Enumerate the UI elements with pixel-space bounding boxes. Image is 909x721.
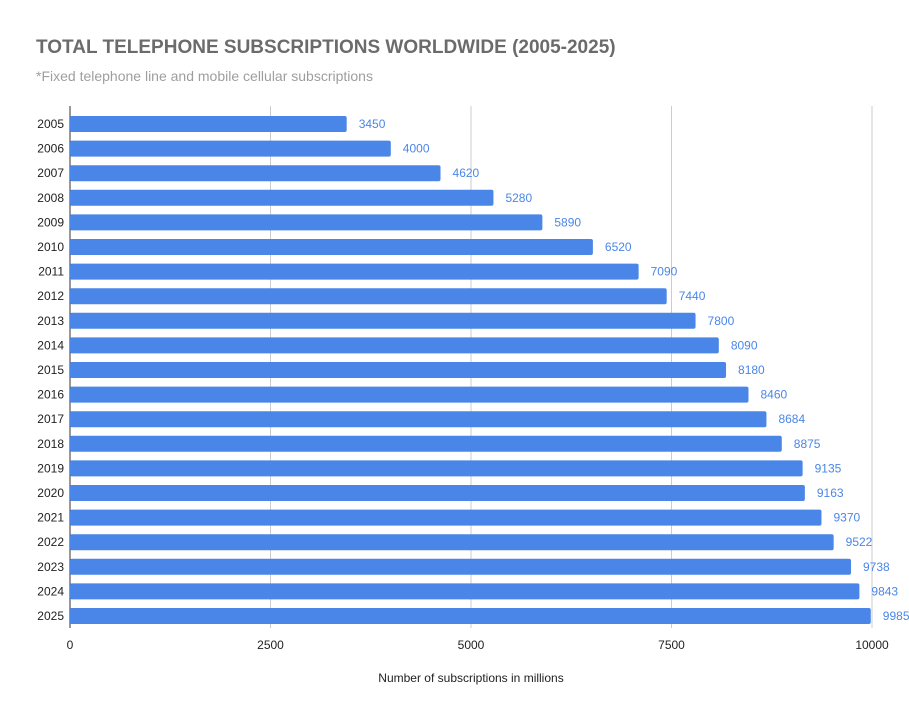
bar [70,583,860,600]
bar [70,485,805,501]
value-label: 6520 [605,240,632,254]
value-label: 9522 [846,535,873,549]
bar [70,558,851,575]
bar [70,509,822,526]
value-label: 9163 [817,486,844,500]
bar [70,534,834,551]
bar [70,608,871,624]
chart-subtitle: *Fixed telephone line and mobile cellula… [36,68,373,84]
y-tick-label: 2016 [37,388,64,402]
y-tick-label: 2006 [37,142,64,156]
y-tick-label: 2021 [37,511,64,525]
value-label: 5890 [554,215,581,229]
x-tick-label: 7500 [658,638,685,652]
x-tick-label: 2500 [257,638,284,652]
bar [70,189,494,206]
bar [70,312,696,329]
value-label: 7800 [708,314,735,328]
y-tick-label: 2015 [37,363,64,377]
value-label: 8684 [778,412,805,426]
value-label: 3450 [359,117,386,131]
bar [70,411,767,428]
bar [70,140,391,157]
value-label: 9370 [833,511,860,525]
value-label: 7440 [679,289,706,303]
value-label: 7090 [651,265,678,279]
value-label: 9985 [883,609,909,623]
bar [70,362,727,378]
value-label: 5280 [505,191,532,205]
bar [70,116,347,132]
bar [70,386,749,403]
x-tick-label: 10000 [855,638,889,652]
value-label: 9738 [863,560,890,574]
y-tick-label: 2014 [37,338,64,352]
bar [70,263,639,280]
y-tick-label: 2022 [37,535,64,549]
y-tick-label: 2005 [37,117,64,131]
y-tick-label: 2011 [38,265,64,279]
y-tick-label: 2019 [37,461,64,475]
x-tick-label: 5000 [458,638,485,652]
y-tick-label: 2007 [37,166,64,180]
y-tick-label: 2009 [37,215,64,229]
value-label: 4620 [453,166,480,180]
x-axis-title: Number of subscriptions in millions [378,671,563,685]
y-tick-label: 2010 [37,240,64,254]
y-tick-label: 2024 [37,584,64,598]
y-tick-label: 2013 [37,314,64,328]
bar [70,165,441,182]
y-tick-labels: 2005 2006 2007 2008 2009 2010 2011 2012 2013 2014… [37,117,64,623]
y-tick-label: 2025 [37,609,64,623]
bar [70,288,667,305]
value-label: 8180 [738,363,765,377]
value-label: 8460 [760,388,787,402]
y-tick-label: 2012 [37,289,64,303]
y-tick-label: 2020 [37,486,64,500]
value-label: 8875 [794,437,821,451]
y-tick-label: 2023 [37,560,64,574]
y-tick-label: 2017 [37,412,64,426]
y-tick-label: 2008 [37,191,64,205]
bar [70,214,543,231]
bar [70,239,593,255]
x-tick-label: 0 [67,638,74,652]
bars [70,116,871,624]
bar [70,435,782,452]
bar [70,460,803,477]
value-label: 8090 [731,338,758,352]
x-tick-labels: 0 2500 5000 7500 10000 [67,638,889,652]
chart-title: TOTAL TELEPHONE SUBSCRIPTIONS WORLDWIDE … [36,37,616,58]
value-label: 9843 [871,584,898,598]
bar [70,337,719,354]
value-label: 4000 [403,142,430,156]
value-label: 9135 [815,461,842,475]
y-tick-label: 2018 [37,437,64,451]
